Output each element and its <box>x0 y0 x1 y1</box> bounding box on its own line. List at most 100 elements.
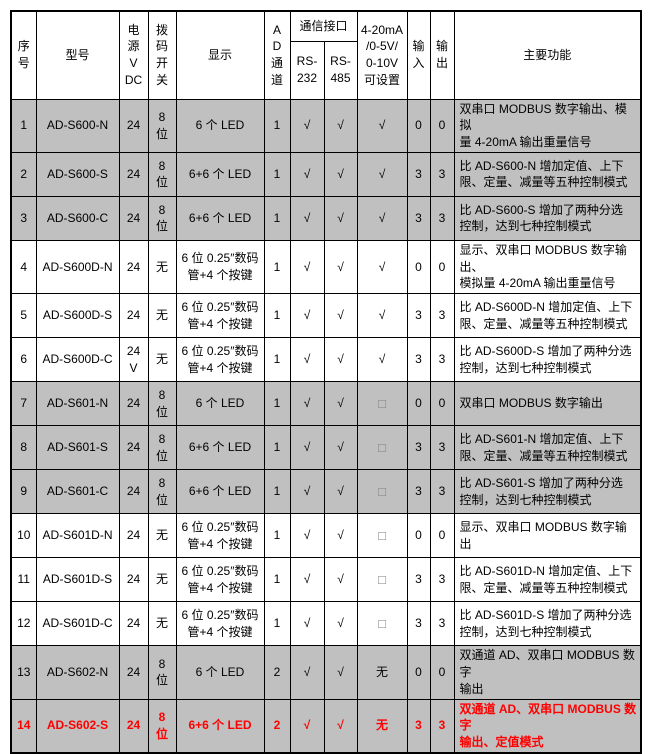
cell-output-count: 3 <box>429 151 455 197</box>
cell-input-count: 0 <box>406 513 431 559</box>
cell-main-functions: 比 AD-S601D-S 增加了两种分选 控制，达到七种控制模式 <box>453 601 642 647</box>
cell-serial-number: 3 <box>10 195 37 241</box>
cell-input-count: 3 <box>406 469 431 515</box>
cell-dip-switch: 8 位 <box>147 645 177 700</box>
cell-analog-output: □ <box>356 425 408 471</box>
cell-serial-number: 12 <box>10 601 37 647</box>
cell-serial-number: 10 <box>10 513 37 559</box>
cell-model: AD-S601D-N <box>35 513 120 559</box>
cell-rs232: √ <box>289 337 325 383</box>
cell-ad-channel: 1 <box>263 601 291 647</box>
table-row: 4 AD-S600D-N 24 无 6 位 0.25″数码 管+4 个按键 1 √ √ √ 0 0 显… <box>10 239 642 295</box>
table-row: 2 AD-S600-S 24 8 位 6+6 个 LED 1 √ √ √ 3 3 比 AD-S600-… <box>10 151 642 197</box>
col-header-output: 输 出 <box>429 10 455 100</box>
cell-display: 6+6 个 LED <box>175 151 265 197</box>
cell-dip-switch: 8 位 <box>147 195 177 241</box>
cell-dip-switch: 8 位 <box>147 381 177 427</box>
cell-rs232: √ <box>289 469 325 515</box>
cell-rs232: √ <box>289 601 325 647</box>
cell-rs485: √ <box>323 557 358 603</box>
cell-output-count: 3 <box>429 195 455 241</box>
cell-analog-output: □ <box>356 469 408 515</box>
cell-display: 6 个 LED <box>175 381 265 427</box>
cell-input-count: 3 <box>406 601 431 647</box>
cell-ad-channel: 2 <box>263 645 291 700</box>
cell-power-vdc: 24 <box>118 239 149 295</box>
cell-input-count: 3 <box>406 151 431 197</box>
cell-rs485: √ <box>323 151 358 197</box>
col-header-serial-number: 序 号 <box>10 10 37 100</box>
cell-input-count: 0 <box>406 645 431 700</box>
table-row: 12 AD-S601D-C 24 无 6 位 0.25″数码 管+4 个按键 1 √ √ □ 3 3… <box>10 601 642 647</box>
cell-main-functions: 双串口 MODBUS 数字输出、模拟 量 4-20mA 输出重量信号 <box>453 98 642 153</box>
cell-analog-output: □ <box>356 513 408 559</box>
cell-ad-channel: 1 <box>263 239 291 295</box>
cell-dip-switch: 无 <box>147 601 177 647</box>
cell-main-functions: 比 AD-S600D-S 增加了两种分选 控制，达到七种控制模式 <box>453 337 642 383</box>
cell-rs232: √ <box>289 195 325 241</box>
cell-input-count: 3 <box>406 337 431 383</box>
cell-output-count: 3 <box>429 698 455 754</box>
cell-rs485: √ <box>323 513 358 559</box>
cell-analog-output: □ <box>356 557 408 603</box>
cell-dip-switch: 无 <box>147 239 177 295</box>
cell-model: AD-S601-C <box>35 469 120 515</box>
cell-display: 6 位 0.25″数码 管+4 个按键 <box>175 601 265 647</box>
cell-rs232: √ <box>289 645 325 700</box>
cell-serial-number: 14 <box>10 698 37 754</box>
spec-table-page: 序 号 型号 电 源 V DC 拨 码 开 关 显示 A D 通 道 通信接口 … <box>10 10 643 754</box>
cell-analog-output: √ <box>356 293 408 339</box>
cell-model: AD-S600-C <box>35 195 120 241</box>
cell-input-count: 0 <box>406 381 431 427</box>
cell-model: AD-S600-S <box>35 151 120 197</box>
cell-power-vdc: 24 <box>118 293 149 339</box>
cell-rs485: √ <box>323 337 358 383</box>
cell-serial-number: 4 <box>10 239 37 295</box>
cell-power-vdc: 24 <box>118 381 149 427</box>
cell-output-count: 0 <box>429 381 455 427</box>
cell-analog-output: √ <box>356 337 408 383</box>
cell-power-vdc: 24 <box>118 601 149 647</box>
col-header-rs232: RS- 232 <box>289 40 325 100</box>
cell-analog-output: □ <box>356 381 408 427</box>
cell-dip-switch: 8 位 <box>147 151 177 197</box>
product-spec-table: 序 号 型号 电 源 V DC 拨 码 开 关 显示 A D 通 道 通信接口 … <box>10 10 643 754</box>
cell-input-count: 3 <box>406 425 431 471</box>
cell-rs232: √ <box>289 381 325 427</box>
col-header-power-vdc: 电 源 V DC <box>118 10 149 100</box>
cell-serial-number: 6 <box>10 337 37 383</box>
cell-analog-output: √ <box>356 151 408 197</box>
cell-serial-number: 1 <box>10 98 37 153</box>
cell-output-count: 3 <box>429 469 455 515</box>
cell-power-vdc: 24 <box>118 513 149 559</box>
cell-power-vdc: 24 <box>118 195 149 241</box>
col-header-rs485: RS- 485 <box>323 40 358 100</box>
cell-input-count: 0 <box>406 239 431 295</box>
cell-model: AD-S600-N <box>35 98 120 153</box>
cell-display: 6+6 个 LED <box>175 698 265 754</box>
cell-rs232: √ <box>289 557 325 603</box>
cell-rs232: √ <box>289 98 325 153</box>
table-row: 3 AD-S600-C 24 8 位 6+6 个 LED 1 √ √ √ 3 3 比 AD-S600-… <box>10 195 642 241</box>
cell-main-functions: 双串口 MODBUS 数字输出 <box>453 381 642 427</box>
cell-model: AD-S600D-C <box>35 337 120 383</box>
cell-display: 6 位 0.25″数码 管+4 个按键 <box>175 337 265 383</box>
cell-rs485: √ <box>323 601 358 647</box>
col-header-dip-switch: 拨 码 开 关 <box>147 10 177 100</box>
cell-analog-output: 无 <box>356 698 408 754</box>
cell-rs485: √ <box>323 698 358 754</box>
cell-main-functions: 双通道 AD、双串口 MODBUS 数字 输出 <box>453 645 642 700</box>
cell-power-vdc: 24 <box>118 557 149 603</box>
cell-serial-number: 11 <box>10 557 37 603</box>
cell-ad-channel: 1 <box>263 195 291 241</box>
cell-output-count: 3 <box>429 337 455 383</box>
cell-rs232: √ <box>289 698 325 754</box>
cell-model: AD-S602-S <box>35 698 120 754</box>
col-header-main-functions: 主要功能 <box>453 10 642 100</box>
cell-output-count: 0 <box>429 239 455 295</box>
cell-output-count: 0 <box>429 645 455 700</box>
cell-dip-switch: 无 <box>147 337 177 383</box>
table-row: 10 AD-S601D-N 24 无 6 位 0.25″数码 管+4 个按键 1 √ √ □ 0 0… <box>10 513 642 559</box>
